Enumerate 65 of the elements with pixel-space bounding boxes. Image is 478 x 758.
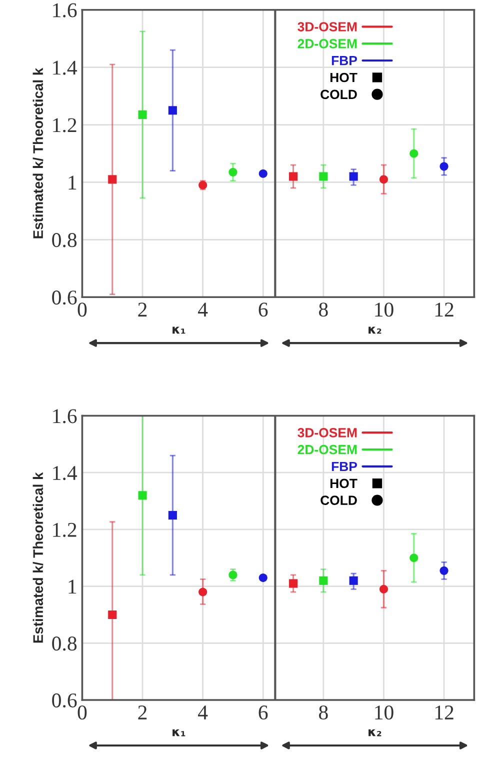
legend-label: 2D-OSEM: [298, 38, 357, 48]
x-tick-label: 8: [319, 302, 328, 317]
point: [258, 574, 268, 582]
x-tick-label: 2: [138, 302, 147, 316]
x-tick-label: 4: [198, 302, 208, 316]
point: [168, 106, 177, 115]
y-tick-label: 1: [68, 176, 76, 190]
y-tick-label: 1.6: [53, 3, 77, 18]
annotation: HOT: [330, 478, 358, 488]
point: [168, 510, 177, 520]
y-axis-title: Estimated k/ Theoretical k: [32, 68, 44, 238]
point: [288, 172, 298, 181]
y-tick-label: 1.4: [53, 60, 78, 75]
legend-label: 2D-OSEM: [298, 444, 357, 454]
legend-label: 3D-OSEM: [298, 428, 357, 438]
x-tick-label: 6: [258, 302, 268, 317]
point: [319, 172, 328, 181]
point: [288, 579, 298, 588]
point: [440, 162, 448, 171]
text: κ₂: [368, 729, 382, 736]
point: [379, 175, 388, 184]
x-tick-label: 0: [78, 302, 87, 317]
point: [138, 110, 147, 119]
point: [410, 149, 418, 158]
legend-label: FBP: [332, 56, 357, 66]
x-tick-label: 12: [435, 706, 454, 720]
x-tick-label: 10: [375, 302, 394, 317]
annotation: COLD: [320, 90, 357, 100]
x-tick-label: 0: [78, 705, 87, 720]
y-tick-label: 1.4: [53, 466, 78, 480]
point: [108, 175, 117, 184]
point: [349, 576, 358, 585]
point: [440, 566, 448, 575]
annotation: COLD: [320, 496, 357, 505]
point: [228, 168, 238, 176]
y-tick-label: 0.8: [52, 636, 77, 651]
y-axis-title: Estimated k/ Theoretical k: [32, 472, 44, 643]
point: [319, 576, 328, 585]
y-tick-label: 1: [68, 580, 76, 594]
legend-label: FBP: [332, 462, 357, 472]
y-tick-label: 1.2: [53, 118, 76, 132]
y-tick-label: 0.8: [52, 233, 77, 248]
point: [349, 172, 358, 181]
point: [379, 584, 388, 594]
point: [258, 169, 268, 178]
x-tick-label: 2: [138, 706, 147, 720]
y-tick-label: 0.6: [52, 693, 77, 708]
y-tick-label: 1.6: [53, 409, 77, 424]
annotation: HOT: [330, 72, 358, 82]
legend-label: 3D-OSEM: [298, 22, 357, 32]
point: [198, 588, 208, 596]
point: [410, 554, 418, 562]
point: [228, 570, 238, 580]
x-tick-label: 4: [198, 706, 208, 720]
text: κ₁: [172, 326, 186, 334]
point: [108, 610, 117, 620]
x-tick-label: 8: [319, 705, 328, 720]
x-tick-label: 10: [375, 705, 394, 720]
y-tick-label: 0.6: [52, 290, 77, 305]
point: [138, 491, 147, 500]
x-tick-label: 12: [435, 302, 454, 316]
text: κ₁: [172, 729, 186, 736]
y-tick-label: 1.2: [53, 522, 76, 537]
x-tick-label: 6: [258, 706, 268, 720]
text: κ₂: [368, 326, 382, 334]
